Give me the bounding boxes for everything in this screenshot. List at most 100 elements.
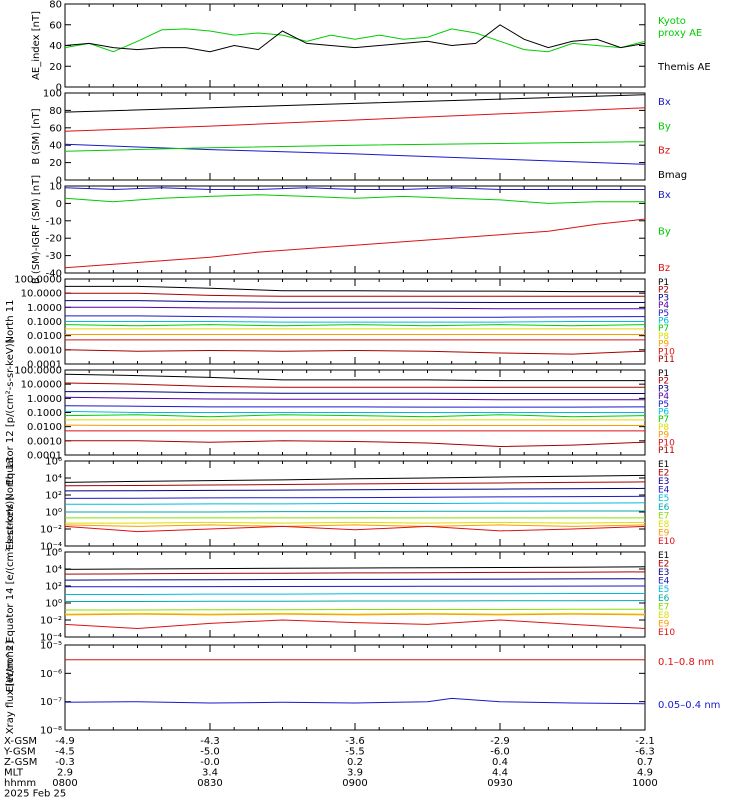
y-axis-label: B (SM)-IGRF (SM) [nT] [31,175,42,284]
series-line [64,613,646,616]
series-line [65,391,645,394]
series-line [65,510,645,513]
footer-date: 2025 Feb 25 [4,789,66,800]
legend-label: P5 [658,309,669,319]
footer-value: 4.4 [492,768,508,779]
panel-frame [64,644,646,731]
legend-label: P3 [658,293,669,303]
series-line [64,324,646,327]
series-line [64,24,646,53]
y-tick-label: 10.0000 [21,380,62,391]
legend-label: E2 [658,560,669,570]
series-line [64,578,646,581]
series-line [64,410,645,413]
footer-value: 0.2 [347,757,363,768]
y-tick-label: 10⁰ [45,508,62,519]
y-tick-label: 0 [56,176,62,187]
y-tick-label: 10⁻⁶ [40,669,62,680]
series-line [64,349,646,355]
y-axis-label: Xray flux [W/m^2] [5,641,16,735]
footer-value: 0.4 [492,757,508,768]
footer-row-label: Z-GSM [4,757,37,768]
y-tick-label: -10 [46,216,62,227]
panel-frame [64,92,646,181]
legend-label: E7 [658,511,669,521]
series-line [65,285,645,293]
series-line [65,292,645,297]
legend-label: P11 [658,355,675,365]
legend-label: 0.05–0.4 nm [658,700,720,711]
y-tick-label: 40 [49,141,62,152]
series-line [64,187,645,191]
series-line [65,321,645,323]
series-line [64,94,646,113]
y-tick-label: 10.0000 [21,289,62,300]
y-tick-label: 10⁻⁵ [40,641,62,652]
series-line [64,697,646,705]
footer-value: -4.9 [55,736,75,747]
panel-8: 10⁻⁸ 10⁻⁷ 10⁻⁶ 10⁻⁵ Xray flux [W/m^2] 0.1–0.8… [5,641,720,737]
legend-label: Bz [658,263,670,274]
footer-value: -5.5 [345,747,365,758]
footer-value: -3.6 [345,736,365,747]
series-line [64,373,645,382]
series-line [64,525,646,533]
footer-value: -5.0 [200,747,220,758]
legend-label: P3 [658,384,669,394]
y-tick-label: 0 [56,199,62,210]
legend-label: E5 [658,585,669,595]
series-line [64,566,646,570]
y-tick-label: 20 [49,158,62,169]
y-tick-label: 10⁻⁷ [40,697,62,708]
y-tick-label: -20 [46,234,62,245]
footer-value: -4.3 [200,736,220,747]
legend-label: P6 [658,408,669,418]
legend-label: P9 [658,340,669,350]
y-axis-label: Electrons North 13 [5,457,16,550]
y-tick-label: 60 [49,123,62,134]
series-line [65,315,646,318]
series-line [64,143,646,165]
y-axis-label: Equator 12 [p/(cm²-s-sr-keV)] [5,339,16,485]
legend-label: Bx [658,97,671,108]
series-line [65,593,645,595]
y-tick-label: -40 [46,269,62,280]
y-tick-label: 10⁻² [40,616,62,627]
legend-label: P11 [658,446,675,456]
legend-label: E6 [658,503,670,513]
legend-label: P2 [658,377,669,387]
y-tick-label: 10⁴ [45,565,62,576]
y-tick-label: 1.0000 [27,303,62,314]
legend-label: P1 [658,278,669,288]
footer-ephemeris: X-GSM -4.9 -4.3 -3.6 -2.9 -2.1 Y-GSM -4.5 -5.0 -5… [3,736,658,800]
legend-label: E9 [658,619,670,629]
y-tick-label: 80 [49,0,62,11]
y-tick-label: 10⁶ [45,548,62,559]
y-tick-label: 0.0100 [27,422,62,433]
series-line [65,521,646,524]
legend-label: E7 [658,602,669,612]
y-tick-label: 100 [43,89,62,100]
y-tick-label: 100.0000 [14,275,62,286]
legend-label: P9 [658,431,669,441]
footer-row-label: hhmm [4,778,36,789]
legend-label: Bz [658,146,670,157]
legend-label: P5 [658,400,669,410]
legend-label: E3 [658,568,669,578]
y-tick-label: -30 [46,251,62,262]
footer-row-label: X-GSM [4,736,37,747]
y-axis-label: Electrons Equator 14 [e/(cm²-s-sr-keV)] [5,497,16,692]
legend-label: proxy AE [658,28,702,39]
legend-label: P6 [658,317,669,327]
footer-value: -2.1 [635,736,655,747]
y-axis-label: AE_index [nT] [31,11,42,80]
legend-label: Bmag [658,170,687,181]
series-line [64,474,646,483]
y-tick-label: 10 [49,182,62,193]
footer-value: 0930 [487,778,512,789]
y-tick-label: 0.0001 [27,360,62,371]
series-line [64,481,646,487]
legend-label: P2 [658,286,669,296]
y-tick-label: 0.0010 [27,345,62,356]
